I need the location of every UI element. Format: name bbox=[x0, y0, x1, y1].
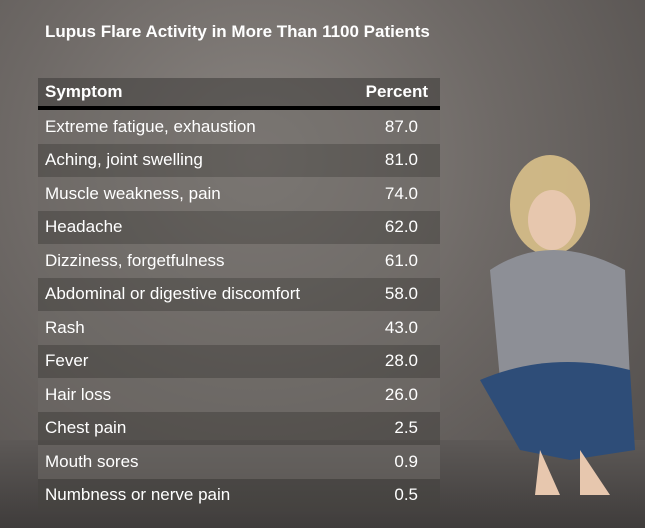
table-row: Abdominal or digestive discomfort 58.0 bbox=[38, 277, 440, 311]
table-row: Hair loss 26.0 bbox=[38, 378, 440, 412]
table-row: Aching, joint swelling 81.0 bbox=[38, 143, 440, 177]
table-row: Rash 43.0 bbox=[38, 311, 440, 345]
table-row: Fever 28.0 bbox=[38, 344, 440, 378]
photo-figure bbox=[480, 155, 635, 495]
table: Symptom Percent Extreme fatigue, exhaust… bbox=[38, 78, 440, 512]
table-row: Muscle weakness, pain 74.0 bbox=[38, 177, 440, 211]
column-header: Symptom bbox=[45, 82, 123, 101]
table-row: Chest pain 2.5 bbox=[38, 411, 440, 445]
symptom-cell: Abdominal or digestive discomfort bbox=[45, 284, 301, 304]
percent-cell: 0.5 bbox=[394, 485, 418, 505]
percent-cell: 74.0 bbox=[384, 183, 418, 203]
symptom-cell: Rash bbox=[45, 317, 85, 337]
percent-cell: 81.0 bbox=[384, 150, 418, 170]
table-row: Dizziness, forgetfulness 61.0 bbox=[38, 244, 440, 278]
table-row: Extreme fatigue, exhaustion 87.0 bbox=[38, 110, 440, 144]
percent-cell: 43.0 bbox=[384, 317, 418, 337]
symptom-cell: Chest pain bbox=[45, 418, 127, 438]
percent-cell: 87.0 bbox=[384, 116, 418, 136]
symptom-cell: Headache bbox=[45, 217, 123, 237]
table-header: Symptom Percent bbox=[38, 78, 440, 110]
table-body: Extreme fatigue, exhaustion 87.0 Aching, j… bbox=[38, 110, 440, 512]
percent-cell: 61.0 bbox=[384, 250, 418, 270]
percent-cell: 28.0 bbox=[384, 351, 418, 371]
symptom-cell: Numbness or nerve pain bbox=[45, 485, 231, 505]
title: Lupus Flare Activity in More Than 1100 P… bbox=[45, 22, 430, 41]
symptom-cell: Muscle weakness, pain bbox=[45, 183, 221, 203]
percent-cell: 0.9 bbox=[394, 451, 418, 471]
column-header: Percent bbox=[365, 82, 428, 101]
table-row: Mouth sores 0.9 bbox=[38, 445, 440, 479]
percent-cell: 26.0 bbox=[384, 384, 418, 404]
percent-cell: 2.5 bbox=[394, 418, 418, 438]
symptom-cell: Extreme fatigue, exhaustion bbox=[45, 116, 256, 136]
table-row: Headache 62.0 bbox=[38, 210, 440, 244]
symptom-cell: Mouth sores bbox=[45, 451, 139, 471]
table-row: Numbness or nerve pain 0.5 bbox=[38, 478, 440, 512]
percent-cell: 62.0 bbox=[384, 217, 418, 237]
symptom-cell: Hair loss bbox=[45, 384, 112, 404]
symptom-cell: Dizziness, forgetfulness bbox=[45, 250, 225, 270]
percent-cell: 58.0 bbox=[384, 284, 418, 304]
symptom-cell: Aching, joint swelling bbox=[45, 150, 203, 170]
symptom-cell: Fever bbox=[45, 351, 89, 371]
